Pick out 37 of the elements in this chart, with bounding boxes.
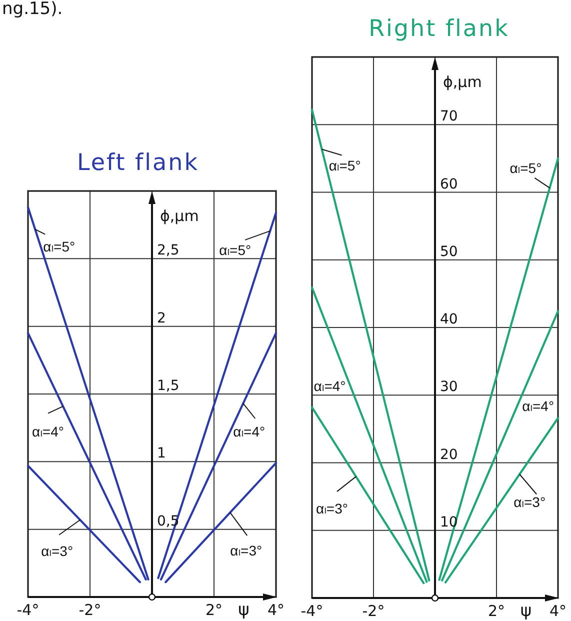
series-label: αₗ=3°: [41, 542, 74, 559]
x-tick-label: -2°: [362, 602, 385, 620]
series-label: αₗ=5°: [43, 238, 76, 254]
x-tick-label: -4°: [16, 601, 40, 619]
series-label: αₗ=4°: [32, 423, 64, 440]
series-label: αₗ=3°: [230, 542, 262, 559]
x-tick-label: 2°: [205, 601, 223, 619]
text: ng.15).: [2, 0, 63, 19]
x-axis-title: ψ: [520, 601, 532, 621]
series-label: αₗ=4°: [314, 378, 346, 394]
series-label: αₗ=5°: [510, 160, 542, 176]
y-tick-label: 50: [440, 244, 458, 260]
y-tick-label: 30: [440, 379, 458, 396]
x-tick-label: 2°: [488, 602, 506, 620]
x-axis-title: ψ: [238, 600, 250, 620]
series-label: αₗ=5°: [219, 242, 252, 258]
series-label: αₗ=3°: [514, 494, 546, 510]
y-tick-label: 20: [440, 446, 458, 463]
x-tick-label: 4°: [267, 601, 285, 619]
series-label: αₗ=4°: [233, 423, 266, 440]
chart-title: Left flank: [76, 150, 200, 176]
series-label: αₗ=3°: [316, 500, 348, 517]
x-tick-label: -4°: [300, 602, 324, 620]
series-label: αₗ=5°: [328, 157, 361, 174]
chart-title: Right flank: [368, 16, 510, 42]
x-tick-label: 4°: [549, 602, 567, 620]
y-axis-title: ϕ,μm: [443, 73, 482, 91]
y-tick-label: 1: [157, 446, 166, 462]
y-tick-label: 40: [440, 312, 458, 328]
x-tick-label: -2°: [78, 601, 102, 619]
y-tick-label: 2: [157, 310, 166, 326]
y-axis-title: ϕ,μm: [160, 207, 199, 225]
y-tick-label: 70: [440, 108, 458, 125]
y-tick-label: 60: [440, 176, 458, 192]
y-tick-label: 1,5: [157, 378, 180, 394]
y-tick-label: 2,5: [157, 242, 180, 259]
series-label: αₗ=4°: [522, 398, 554, 414]
